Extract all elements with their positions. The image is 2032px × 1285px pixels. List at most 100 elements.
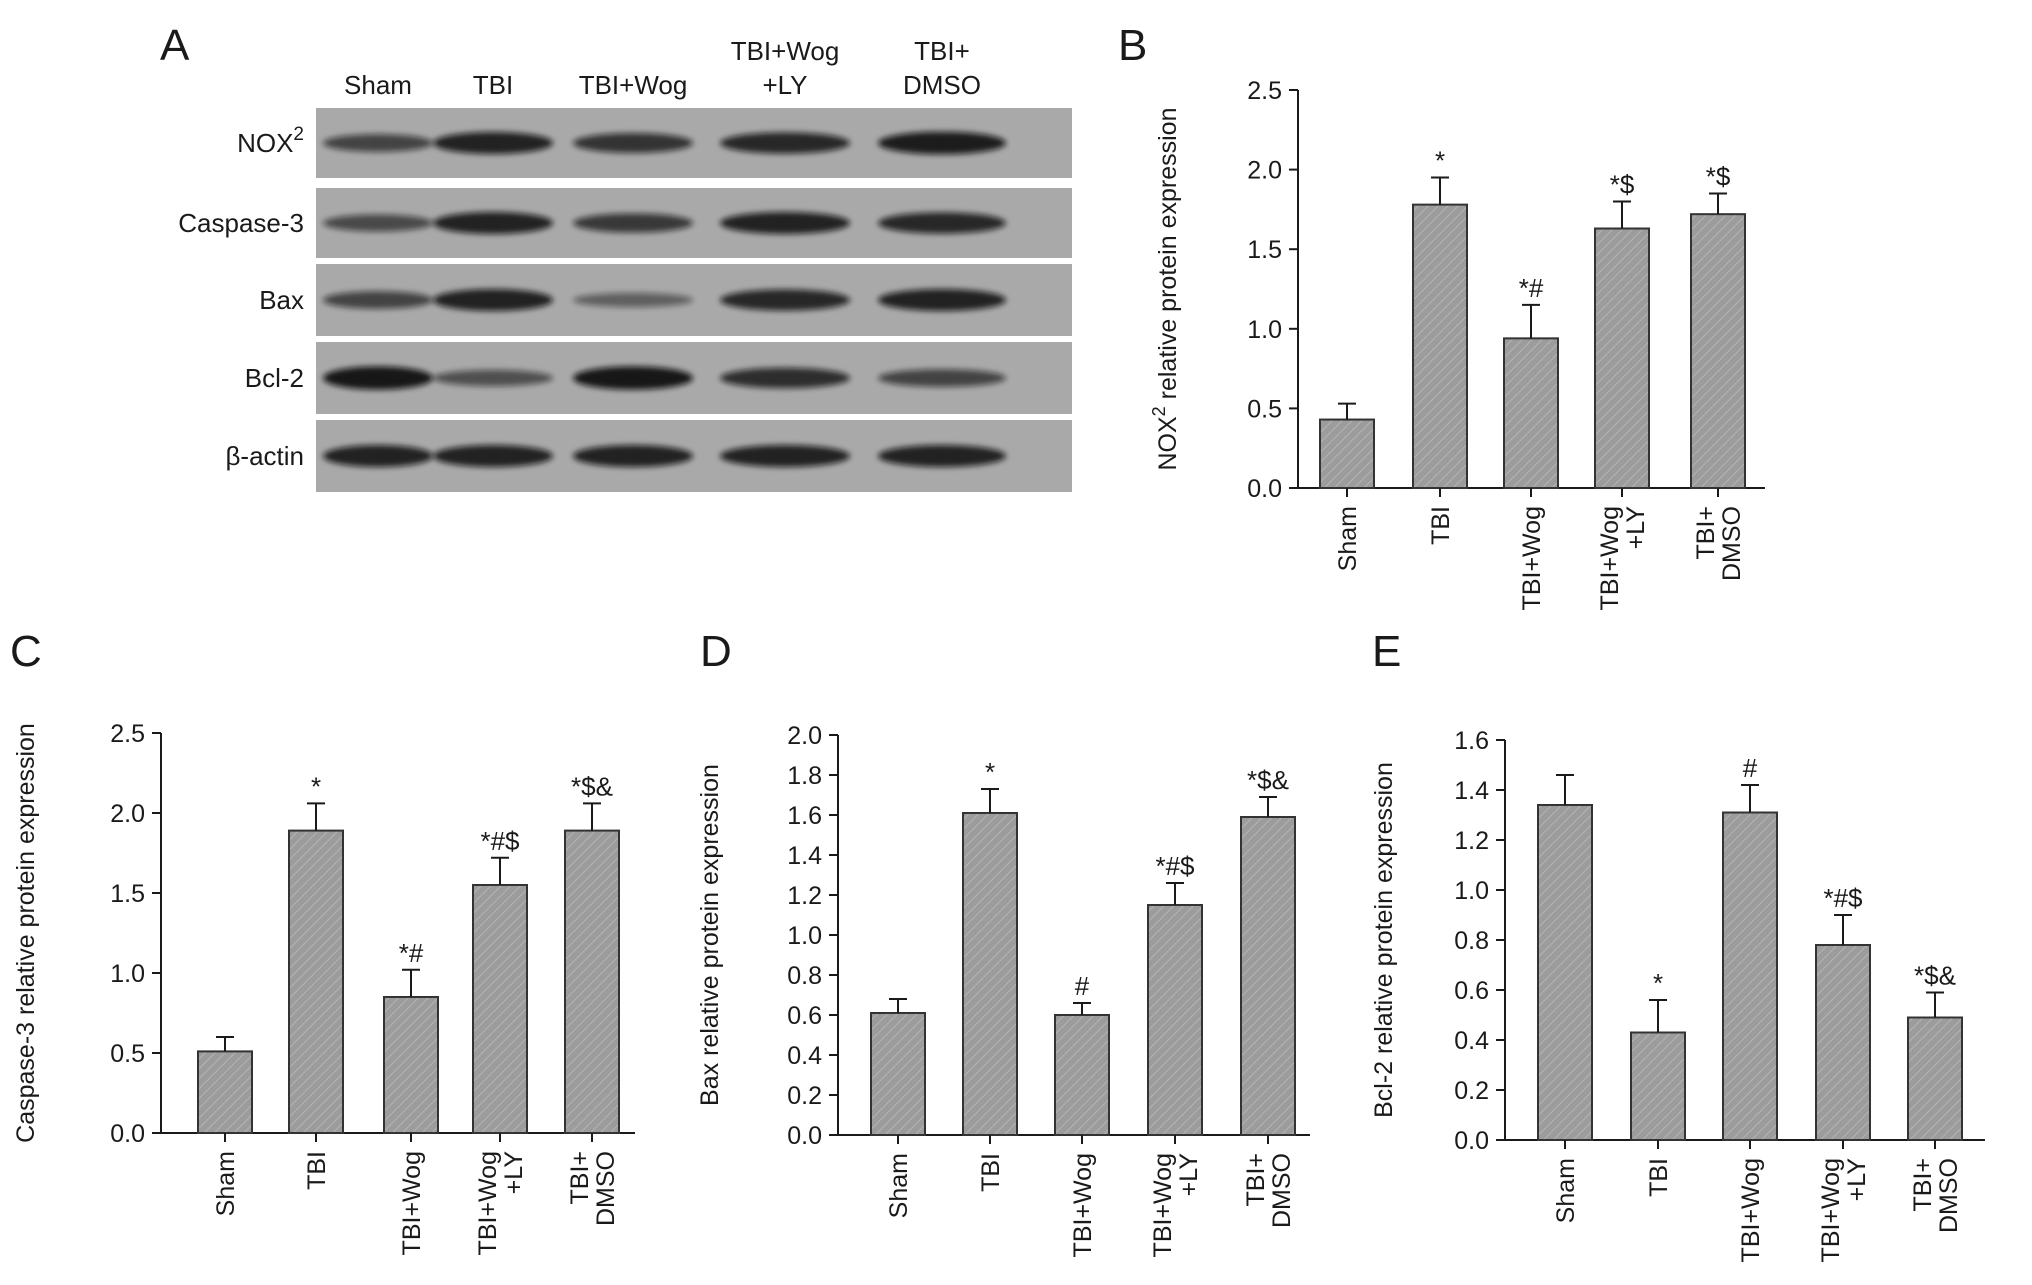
blot-row-label: β-actin: [225, 441, 304, 471]
y-axis-label: Bcl-2 relative protein expression: [1370, 762, 1398, 1118]
blot-lane-label: Sham: [344, 70, 412, 100]
y-tick-label: 1.2: [787, 882, 822, 910]
y-tick-label: 2.5: [1247, 77, 1282, 105]
y-tick-label: 0.0: [787, 1122, 822, 1150]
bar: [1630, 1031, 1686, 1141]
x-tick-label-line: TBI+Wog: [1737, 1158, 1765, 1262]
x-tick-label: TBI+Wog+LY: [1596, 506, 1650, 611]
x-tick-label-line: TBI+: [1242, 1153, 1270, 1207]
blot-band: [878, 369, 1006, 387]
significance-label: #: [1743, 753, 1758, 783]
y-tick-label: 0.4: [1454, 1027, 1489, 1055]
bar: [1815, 944, 1871, 1141]
y-axis-label: Caspase-3 relative protein expression: [12, 723, 40, 1143]
x-tick-label: TBI+Wog+LY: [1149, 1153, 1203, 1258]
blot-band: [720, 367, 850, 389]
significance-label: *#$: [480, 826, 520, 856]
bar-chart-bcl2: 0.0 0.2 0.4 0.6 0.8 1.0 1.2 1.4 1.6 Bcl-2 relativ…: [1370, 727, 1985, 1262]
y-tick-label: 1.5: [110, 880, 145, 908]
x-tick-label-line: DMSO: [1718, 506, 1746, 581]
significance-label: *$&: [571, 771, 613, 801]
y-tick-label: 0.0: [1247, 475, 1282, 503]
y-tick-label: 2.0: [787, 722, 822, 750]
x-tick-label-line: TBI+: [1909, 1158, 1937, 1212]
x-tick-label-line: TBI: [977, 1153, 1005, 1192]
x-tick-label: Sham: [885, 1153, 913, 1218]
x-tick-label-line: TBI+Wog: [1069, 1153, 1097, 1257]
panel-label-a: A: [160, 21, 190, 70]
x-tick-label-line: Sham: [1552, 1158, 1580, 1223]
blot-lane-label: TBI+: [914, 36, 970, 66]
x-tick-label-line: TBI+Wog: [474, 1151, 502, 1255]
bar: [472, 884, 528, 1134]
y-tick-label: 0.6: [1454, 977, 1489, 1005]
y-tick-label: 1.0: [1454, 877, 1489, 905]
blot-band: [323, 366, 433, 390]
blot-band: [323, 214, 433, 232]
y-tick-label: 1.4: [787, 842, 822, 870]
blot-row-label: Bax: [259, 285, 304, 315]
bar: [197, 1050, 253, 1135]
blot-band: [573, 445, 693, 467]
blot-band: [878, 289, 1006, 311]
y-tick-label: 0.5: [110, 1040, 145, 1068]
bar: [1054, 1014, 1110, 1136]
panel-label-b: B: [1118, 21, 1147, 70]
x-tick-label: TBI+DMSO: [1909, 1158, 1963, 1233]
significance-label: *$: [1610, 169, 1635, 199]
y-tick-label: 0.6: [787, 1002, 822, 1030]
significance-label: *: [1653, 968, 1663, 998]
x-tick-label-line: TBI: [1645, 1158, 1673, 1197]
blot-band: [323, 291, 433, 309]
y-tick-label: 1.0: [1247, 316, 1282, 344]
blot-lane-label: TBI+Wog: [579, 70, 688, 100]
bar: [1319, 418, 1375, 490]
significance-label: *$: [1706, 161, 1731, 191]
blot-band: [573, 213, 693, 233]
y-tick-label: 2.5: [110, 720, 145, 748]
bar: [1690, 213, 1746, 489]
blot-band: [720, 289, 850, 311]
blot-band: [323, 134, 433, 152]
blot-band: [433, 212, 553, 234]
blot-band: [433, 445, 553, 467]
blot-row-label: Bcl-2: [245, 363, 304, 393]
y-tick-label: 1.8: [787, 762, 822, 790]
significance-label: *#$: [1155, 851, 1195, 881]
x-tick-label: TBI+Wog: [1737, 1158, 1765, 1262]
panel-label-c: C: [10, 627, 42, 676]
x-tick-label: TBI+DMSO: [1692, 506, 1746, 581]
x-tick-label: TBI: [977, 1153, 1005, 1192]
significance-label: *: [985, 757, 995, 787]
x-tick-label-line: TBI+Wog: [1817, 1158, 1845, 1262]
significance-label: *#$: [1823, 883, 1863, 913]
y-axis-label: Bax relative protein expression: [696, 764, 724, 1106]
y-axis-label: NOX2 relative protein expression: [1149, 108, 1182, 471]
x-tick-label: TBI: [1645, 1158, 1673, 1197]
x-tick-label: TBI: [303, 1151, 331, 1190]
x-tick-label: TBI+Wog: [398, 1151, 426, 1255]
blot-lane-label: TBI: [473, 70, 513, 100]
blot-band: [573, 366, 693, 390]
y-tick-label: 0.8: [1454, 927, 1489, 955]
x-tick-label-line: TBI: [303, 1151, 331, 1190]
x-tick-label-line: DMSO: [592, 1151, 620, 1226]
significance-label: *: [1435, 146, 1445, 176]
bar: [1147, 904, 1203, 1136]
y-tick-label: 1.0: [110, 960, 145, 988]
bar-chart-nox2: 0.0 0.5 1.0 1.5 2.0 2.5 NOX2 relative protein …: [1149, 77, 1765, 610]
y-tick-label: 0.5: [1247, 395, 1282, 423]
x-tick-label: Sham: [212, 1151, 240, 1216]
x-tick-label: Sham: [1334, 506, 1362, 571]
bar: [1503, 337, 1559, 489]
blot-lane-label: TBI+Wog: [731, 36, 840, 66]
x-tick-label-line: Sham: [1334, 506, 1362, 571]
blot-band: [573, 292, 693, 308]
significance-label: *#: [1519, 273, 1544, 303]
y-tick-label: 1.2: [1454, 827, 1489, 855]
x-tick-label: TBI+Wog: [1518, 506, 1546, 610]
panel-label-e: E: [1372, 627, 1401, 676]
x-tick-label-line: +LY: [1622, 506, 1650, 550]
blot-band: [433, 289, 553, 311]
